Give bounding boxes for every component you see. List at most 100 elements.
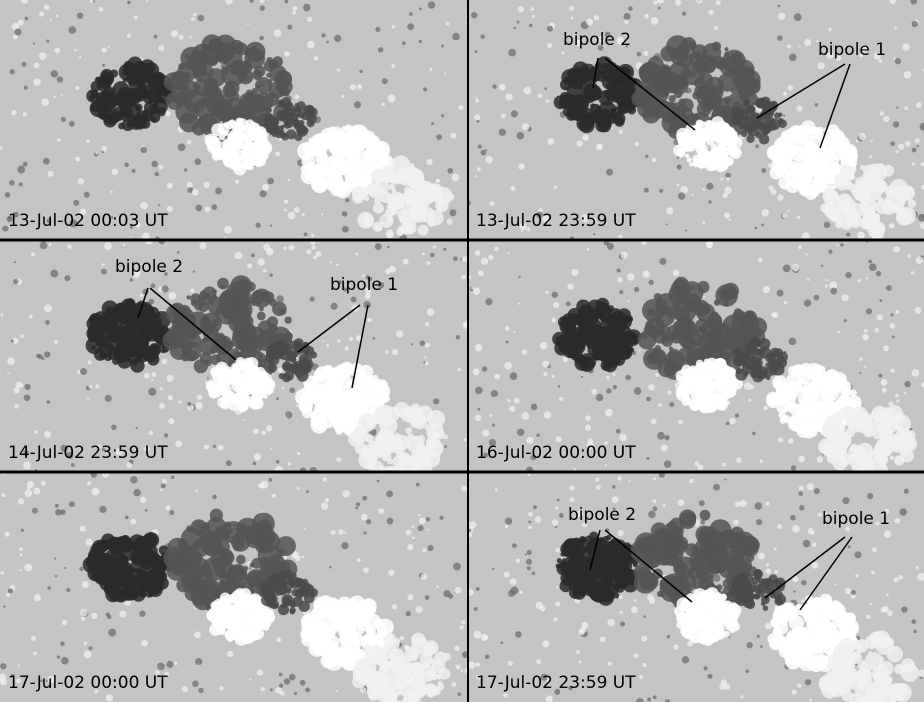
positive-flux bbox=[87, 398, 89, 400]
positive-flux bbox=[817, 62, 824, 69]
negative-flux bbox=[187, 402, 191, 406]
positive-flux bbox=[90, 0, 93, 3]
negative-flux bbox=[666, 223, 668, 225]
negative-flux bbox=[866, 308, 872, 314]
positive-flux bbox=[547, 43, 552, 48]
positive-flux bbox=[364, 216, 373, 225]
positive-flux bbox=[91, 613, 97, 619]
positive-flux bbox=[825, 369, 839, 383]
positive-flux bbox=[293, 6, 298, 11]
positive-flux bbox=[294, 207, 300, 213]
positive-flux bbox=[266, 248, 274, 256]
positive-flux bbox=[148, 431, 153, 436]
positive-flux bbox=[490, 414, 493, 417]
positive-flux bbox=[860, 165, 865, 170]
positive-flux bbox=[426, 159, 432, 165]
positive-flux bbox=[904, 106, 908, 110]
positive-flux bbox=[165, 505, 170, 510]
negative-flux bbox=[744, 357, 756, 369]
negative-flux bbox=[294, 338, 304, 348]
positive-flux bbox=[874, 328, 879, 333]
positive-flux bbox=[252, 390, 258, 396]
negative-flux bbox=[142, 543, 158, 559]
positive-flux bbox=[199, 242, 206, 249]
negative-flux bbox=[475, 50, 478, 53]
negative-flux bbox=[300, 366, 307, 373]
positive-flux bbox=[189, 36, 191, 38]
negative-flux bbox=[305, 688, 310, 693]
negative-flux bbox=[54, 558, 56, 560]
negative-flux bbox=[904, 381, 910, 387]
negative-flux bbox=[57, 655, 60, 658]
negative-flux bbox=[191, 519, 207, 535]
negative-flux bbox=[270, 688, 273, 691]
negative-flux bbox=[88, 646, 92, 650]
negative-flux bbox=[754, 227, 757, 230]
negative-flux bbox=[529, 24, 532, 27]
negative-flux bbox=[561, 313, 578, 330]
positive-flux bbox=[446, 219, 452, 225]
positive-flux bbox=[367, 318, 372, 323]
negative-flux bbox=[60, 641, 65, 646]
positive-flux bbox=[322, 477, 327, 482]
positive-flux bbox=[349, 337, 353, 341]
positive-flux bbox=[258, 141, 272, 155]
negative-flux bbox=[433, 398, 439, 404]
negative-flux bbox=[584, 67, 588, 71]
positive-flux bbox=[916, 102, 922, 108]
positive-flux bbox=[379, 660, 391, 672]
positive-flux bbox=[48, 171, 54, 177]
positive-flux bbox=[820, 203, 829, 212]
positive-flux bbox=[86, 140, 89, 143]
positive-flux bbox=[655, 373, 659, 377]
positive-flux bbox=[74, 49, 77, 52]
negative-flux bbox=[3, 605, 5, 607]
positive-flux bbox=[249, 678, 251, 680]
positive-flux bbox=[724, 187, 731, 194]
positive-flux bbox=[379, 153, 383, 157]
negative-flux bbox=[777, 35, 783, 41]
negative-flux bbox=[191, 50, 201, 60]
positive-flux bbox=[744, 382, 752, 390]
positive-flux bbox=[2, 493, 6, 497]
positive-flux bbox=[18, 498, 25, 505]
positive-flux bbox=[856, 140, 859, 143]
positive-flux bbox=[330, 177, 346, 193]
positive-flux bbox=[14, 404, 19, 409]
positive-flux bbox=[250, 135, 256, 141]
negative-flux bbox=[64, 567, 66, 569]
negative-flux bbox=[14, 261, 16, 263]
positive-flux bbox=[477, 167, 481, 171]
positive-flux bbox=[813, 368, 822, 377]
positive-flux bbox=[87, 481, 91, 485]
negative-flux bbox=[177, 251, 180, 254]
negative-flux bbox=[236, 555, 246, 565]
negative-flux bbox=[108, 629, 116, 637]
positive-flux bbox=[18, 664, 20, 666]
positive-flux bbox=[788, 85, 793, 90]
negative-flux bbox=[552, 292, 558, 298]
positive-flux bbox=[818, 145, 830, 157]
positive-flux bbox=[44, 5, 49, 10]
positive-flux bbox=[382, 452, 392, 462]
positive-flux bbox=[505, 326, 510, 331]
positive-flux bbox=[416, 606, 423, 613]
negative-flux bbox=[559, 97, 571, 109]
negative-flux bbox=[377, 480, 380, 483]
negative-flux bbox=[709, 327, 722, 340]
negative-flux bbox=[406, 611, 411, 616]
negative-flux bbox=[669, 402, 674, 407]
negative-flux bbox=[268, 79, 273, 84]
positive-flux bbox=[231, 363, 240, 372]
negative-flux bbox=[192, 681, 198, 687]
negative-flux bbox=[292, 108, 301, 117]
positive-flux bbox=[54, 48, 60, 54]
negative-flux bbox=[276, 460, 280, 464]
negative-flux bbox=[91, 345, 96, 350]
positive-flux bbox=[287, 179, 290, 182]
positive-flux bbox=[856, 188, 871, 203]
positive-flux bbox=[617, 277, 622, 282]
positive-flux bbox=[692, 194, 694, 196]
positive-flux bbox=[422, 184, 440, 202]
positive-flux bbox=[763, 286, 770, 293]
